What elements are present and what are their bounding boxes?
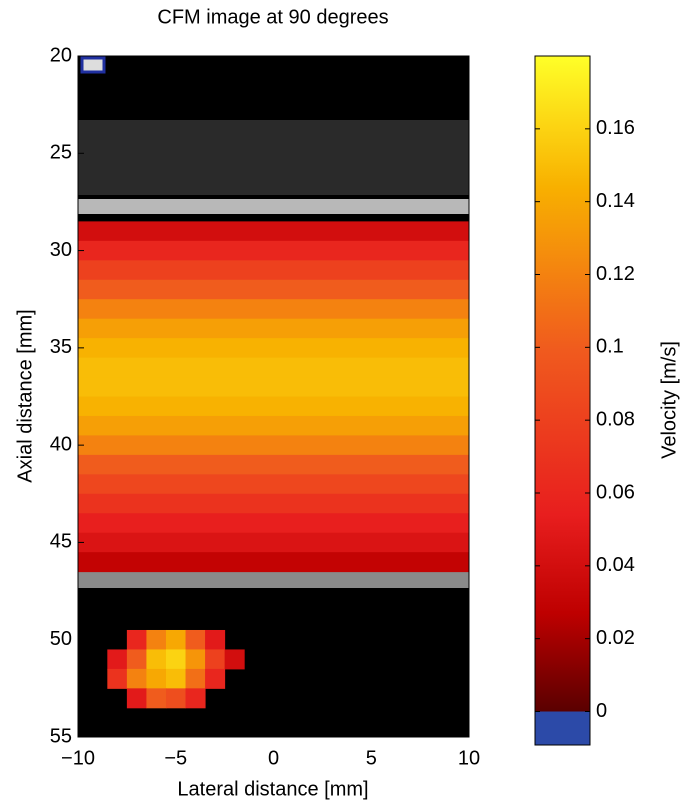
velocity-row <box>78 454 469 475</box>
velocity-cell <box>185 649 206 670</box>
velocity-cell <box>107 649 128 670</box>
y-tick-label: 55 <box>50 725 72 747</box>
velocity-cell <box>185 668 206 689</box>
velocity-cell <box>126 668 147 689</box>
velocity-cell <box>107 668 128 689</box>
velocity-cell <box>224 649 245 670</box>
chart-title: CFM image at 90 degrees <box>157 6 388 28</box>
x-tick-label: −5 <box>164 747 187 769</box>
velocity-row <box>78 299 469 320</box>
velocity-row <box>78 396 469 417</box>
x-tick-label: 5 <box>366 747 377 769</box>
tissue-speckle <box>78 120 469 195</box>
x-tick-label: 0 <box>268 747 279 769</box>
colorbar-tick-label: 0.08 <box>596 408 635 430</box>
x-tick-label: −10 <box>61 747 95 769</box>
y-tick-label: 40 <box>50 433 72 455</box>
tissue-patch <box>80 56 106 74</box>
velocity-cell <box>146 649 167 670</box>
velocity-row <box>78 474 469 495</box>
velocity-row <box>78 415 469 436</box>
colorbar-tick-label: 0.04 <box>596 554 635 576</box>
colorbar-tick-label: 0.14 <box>596 190 635 212</box>
velocity-row <box>78 338 469 359</box>
colorbar-label: Velocity [m/s] <box>658 341 680 459</box>
velocity-row <box>78 552 469 573</box>
colorbar-frame <box>534 55 591 746</box>
velocity-cell <box>146 668 167 689</box>
y-tick-label: 50 <box>50 628 72 650</box>
y-tick-label: 35 <box>50 336 72 358</box>
colorbar-tick-label: 0.06 <box>596 481 635 503</box>
y-tick-label: 30 <box>50 239 72 261</box>
velocity-cell <box>165 688 187 709</box>
y-tick-label: 25 <box>50 142 72 164</box>
velocity-row <box>78 532 469 553</box>
velocity-row <box>78 240 469 261</box>
velocity-cell <box>146 629 167 650</box>
velocity-cell <box>165 629 187 650</box>
colorbar-tick-label: 0.12 <box>596 263 635 285</box>
velocity-row <box>78 493 469 514</box>
velocity-cell <box>126 649 147 670</box>
x-tick-label: 10 <box>458 747 480 769</box>
vessel-wall <box>78 199 469 214</box>
velocity-cell <box>185 688 206 709</box>
colorbar-tick-label: 0.16 <box>596 117 635 139</box>
y-axis-label: Axial distance [mm] <box>14 309 36 482</box>
velocity-row <box>78 513 469 534</box>
colorbar-tick-label: 0 <box>596 700 607 722</box>
velocity-row <box>78 221 469 242</box>
colorbar-tick-label: 0.1 <box>596 336 624 358</box>
velocity-row <box>78 377 469 397</box>
velocity-cell <box>165 649 187 670</box>
y-tick-label: 20 <box>50 44 72 66</box>
y-tick-label: 45 <box>50 531 72 553</box>
velocity-cell <box>205 649 226 670</box>
velocity-cell <box>146 688 167 709</box>
velocity-row <box>78 357 469 378</box>
velocity-cell <box>165 668 187 689</box>
velocity-cell <box>205 668 226 689</box>
velocity-row <box>78 318 469 339</box>
colorbar-tick-label: 0.02 <box>596 627 635 649</box>
x-axis-label: Lateral distance [mm] <box>177 778 368 800</box>
velocity-row <box>78 260 469 281</box>
velocity-row <box>78 435 469 456</box>
velocity-cell <box>205 629 226 650</box>
velocity-cell <box>126 629 147 650</box>
velocity-cell <box>185 629 206 650</box>
velocity-cell <box>126 688 147 709</box>
colorbar-negative <box>535 711 590 745</box>
colorbar-positive <box>535 56 590 712</box>
velocity-row <box>78 279 469 300</box>
